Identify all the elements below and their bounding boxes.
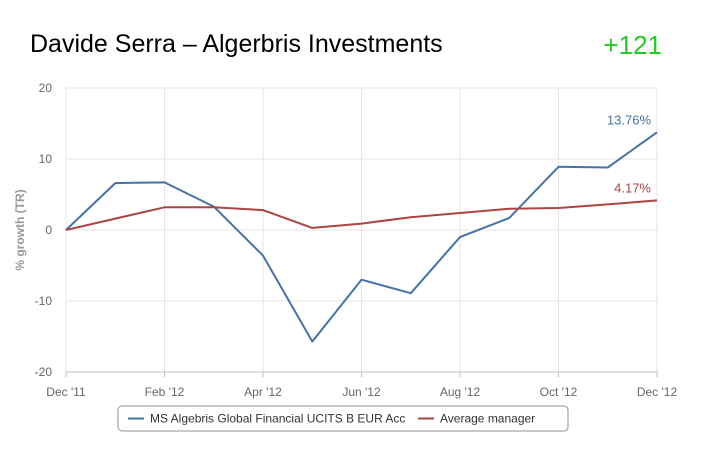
x-axis-ticks: Dec '11 Feb '12 Apr '12 Jun '12 Aug '12 Oct '…: [46, 385, 677, 399]
x-tick-label: Jun '12: [342, 385, 381, 399]
y-tick-label: 10: [39, 152, 53, 166]
legend-box: [117, 405, 569, 432]
y-tick-label: -10: [35, 294, 53, 308]
y-axis-label: % growth (TR): [13, 189, 27, 270]
y-tick-label: 20: [39, 81, 53, 95]
y-tick-label: -20: [35, 365, 53, 379]
legend-item-1[interactable]: MS Algebris Global Financial UCITS B EUR…: [150, 412, 405, 426]
y-axis-ticks: 20 10 0 -10 -20: [35, 81, 53, 379]
series-line-2: [65, 199, 658, 231]
x-tick-label: Dec '11: [46, 385, 86, 399]
legend: MS Algebris Global Financial UCITS B EUR…: [117, 405, 569, 432]
series-end-label-2: 4.17%: [614, 180, 651, 195]
score-badge: +121: [603, 30, 662, 60]
x-tick-label: Oct '12: [540, 385, 578, 399]
series-line-1: [65, 131, 658, 343]
x-tick-label: Apr '12: [244, 385, 282, 399]
series-group: 13.76% 4.17%: [65, 112, 658, 343]
series-end-label-1: 13.76%: [607, 112, 652, 127]
chart-title: Davide Serra – Algerbris Investments: [30, 30, 443, 58]
grid: [65, 87, 658, 377]
x-tick-label: Feb '12: [145, 385, 185, 399]
y-tick-label: 0: [45, 223, 52, 237]
legend-item-2[interactable]: Average manager: [440, 412, 535, 426]
x-tick-label: Dec '12: [637, 385, 678, 399]
x-tick-label: Aug '12: [440, 385, 481, 399]
